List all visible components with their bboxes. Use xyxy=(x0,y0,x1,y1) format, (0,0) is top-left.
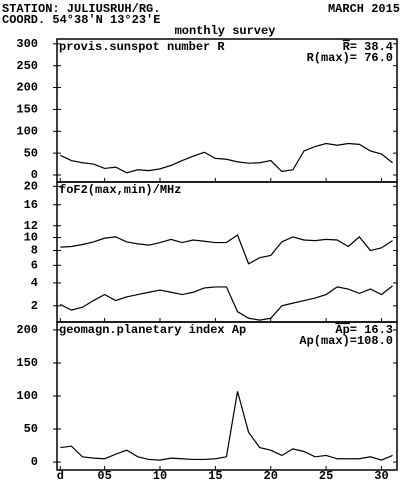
annotation: Ap(max)=108.0 xyxy=(299,334,393,348)
y-tick-label: 100 xyxy=(16,389,38,403)
data-line xyxy=(60,234,393,265)
x-tick-label: 05 xyxy=(97,469,111,480)
y-tick-label: 200 xyxy=(16,81,38,95)
y-tick-label: 250 xyxy=(16,59,38,73)
panel-title: foF2(max,min)/MHz xyxy=(59,183,181,197)
x-tick-label: 15 xyxy=(208,469,222,480)
y-tick-label: 16 xyxy=(24,198,38,212)
y-tick-label: 20 xyxy=(24,179,38,193)
panel-title: provis.sunspot number R xyxy=(59,40,225,54)
x-tick-label: 25 xyxy=(319,469,333,480)
data-line xyxy=(60,391,393,461)
plot-frame xyxy=(56,181,398,323)
y-tick-label: 50 xyxy=(24,146,38,160)
y-tick-label: 12 xyxy=(24,219,38,233)
y-tick-label: 2 xyxy=(31,299,38,313)
y-tick-label: 100 xyxy=(16,124,38,138)
subtitle: monthly survey xyxy=(175,24,276,38)
panel-title: geomagn.planetary index Ap xyxy=(59,323,246,337)
y-tick-label: 150 xyxy=(16,356,38,370)
x-tick-label: 30 xyxy=(374,469,388,480)
coord: COORD. 54°38'N 13°23'E xyxy=(2,13,160,27)
y-tick-label: 4 xyxy=(31,276,38,290)
x-tick-label: d xyxy=(57,469,64,480)
y-tick-label: 0 xyxy=(31,168,38,182)
y-tick-label: 6 xyxy=(31,259,38,273)
annotation: R= 38.4 xyxy=(343,40,393,54)
x-tick-label: 20 xyxy=(264,469,278,480)
y-tick-label: 0 xyxy=(31,455,38,469)
data-line xyxy=(60,285,393,321)
y-tick-label: 200 xyxy=(16,323,38,337)
station: STATION: JULIUSRUH/RG. xyxy=(2,2,160,16)
y-tick-label: 10 xyxy=(24,231,38,245)
annotation: R(max)= 76.0 xyxy=(307,51,393,65)
month: MARCH 2015 xyxy=(328,2,400,16)
y-tick-label: 300 xyxy=(16,37,38,51)
x-tick-label: 10 xyxy=(153,469,167,480)
annotation: Ap= 16.3 xyxy=(335,323,393,337)
y-tick-label: 150 xyxy=(16,103,38,117)
y-tick-label: 50 xyxy=(24,422,38,436)
data-line xyxy=(60,142,393,174)
y-tick-label: 8 xyxy=(31,244,38,258)
